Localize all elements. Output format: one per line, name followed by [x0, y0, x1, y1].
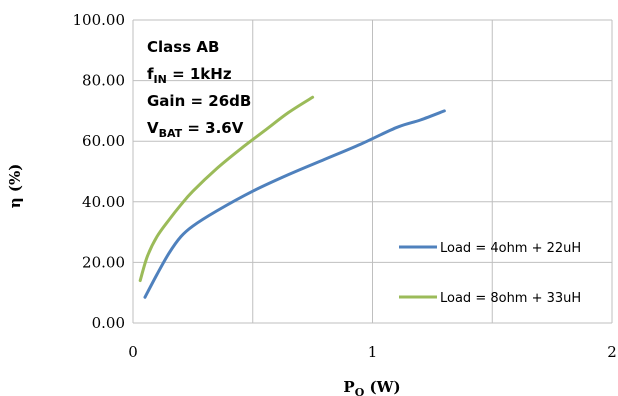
annotation-block: Class AB fIN = 1kHz Gain = 26dB VBAT = 3…	[147, 38, 251, 140]
x-axis-title: PO (W)	[343, 378, 400, 396]
annotation-vbat-rest: = 3.6V	[182, 119, 244, 137]
annotation-vbat-sub: BAT	[159, 127, 183, 140]
legend: Load = 4ohm + 22uH Load = 8ohm + 33uH	[399, 241, 581, 306]
y-tick-label: 80.00	[82, 72, 125, 90]
annotation-gain: Gain = 26dB	[147, 92, 251, 110]
y-tick-label: 20.00	[82, 253, 125, 271]
tick-labels: 0.00 20.00 40.00 60.00 80.00 100.00 0 1 2	[73, 11, 617, 361]
annotation-vbat: VBAT = 3.6V	[147, 119, 244, 140]
annotation-fin-main: f	[147, 65, 154, 83]
annotation-fin-rest: = 1kHz	[167, 65, 232, 83]
y-tick-label: 60.00	[82, 132, 125, 150]
x-tick-label: 1	[368, 343, 378, 361]
series-line-0	[143, 109, 446, 299]
x-axis-title-sub: O	[355, 386, 365, 396]
annotation-fin: fIN = 1kHz	[147, 65, 232, 86]
grid	[132, 19, 613, 324]
series-layer	[138, 95, 446, 299]
legend-label-8ohm: Load = 8ohm + 33uH	[440, 291, 581, 306]
annotation-vbat-main: V	[147, 119, 159, 137]
y-tick-label: 40.00	[82, 193, 125, 211]
annotation-fin-sub: IN	[154, 73, 167, 86]
x-axis-title-main: P	[343, 378, 354, 396]
x-tick-label: 2	[607, 343, 617, 361]
y-axis-title: η (%)	[6, 164, 24, 209]
y-tick-label: 100.00	[73, 11, 126, 29]
x-axis-title-unit: (W)	[364, 378, 400, 396]
annotation-class: Class AB	[147, 38, 219, 56]
series-line-1	[138, 95, 315, 283]
y-tick-label: 0.00	[92, 314, 125, 332]
x-tick-label: 0	[128, 343, 138, 361]
legend-label-4ohm: Load = 4ohm + 22uH	[440, 241, 581, 256]
